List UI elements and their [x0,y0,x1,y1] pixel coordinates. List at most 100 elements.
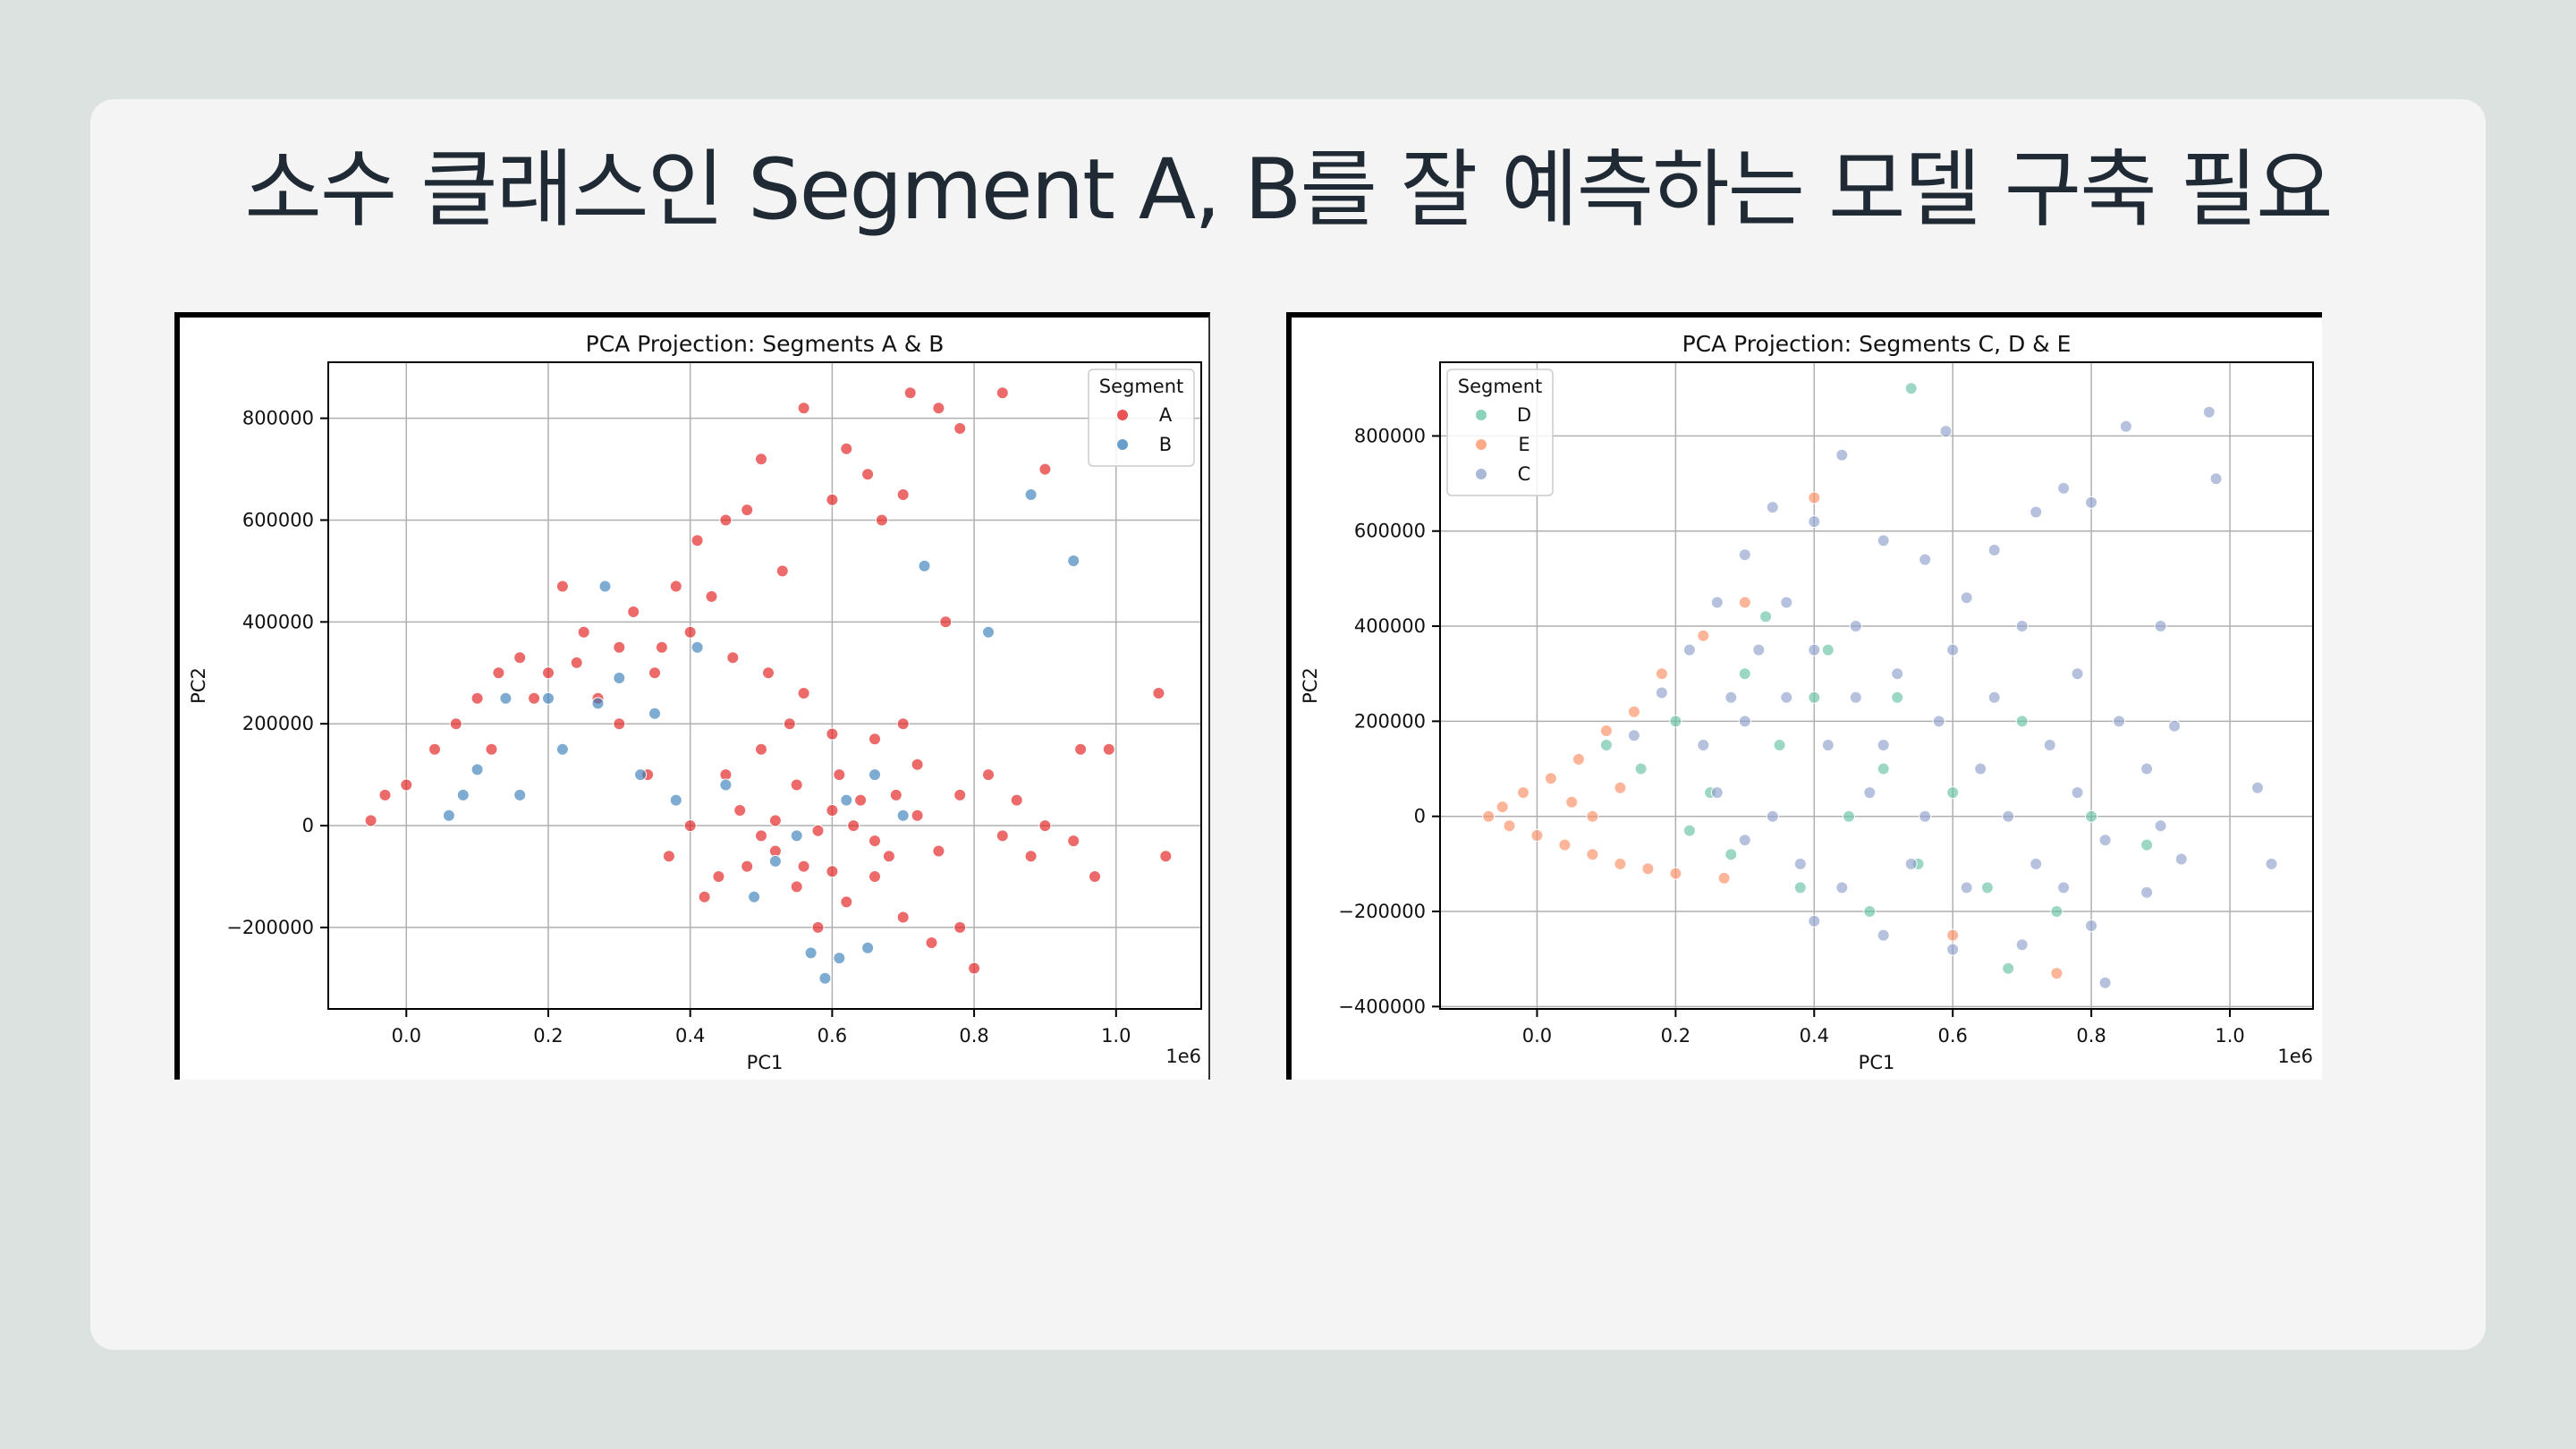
point-E-17 [1738,596,1751,609]
y-tick-label-4: 400000 [1354,615,1426,637]
point-B-23 [1024,488,1038,501]
point-C-29 [2174,852,2188,866]
point-A-4 [449,717,462,731]
x-tick-label-0: 0.0 [1522,1025,1552,1046]
point-B-27 [790,829,803,843]
y-tick-label-2: 0 [1414,806,1426,827]
point-B-28 [869,768,881,782]
point-A-76 [826,727,839,741]
legend-marker-B [1116,438,1129,451]
point-E-20 [2050,967,2063,980]
point-A-68 [811,824,825,837]
x-tick-label-2: 0.4 [1800,1025,1829,1046]
point-B-13 [691,640,704,654]
point-C-48 [1793,857,1807,870]
point-A-17 [705,589,718,603]
legend-box [1446,369,1554,496]
point-A-46 [869,870,881,883]
point-E-3 [1517,786,1530,800]
point-E-15 [1697,629,1710,642]
x-tick-label-1: 0.2 [533,1025,563,1046]
point-A-45 [896,911,910,924]
point-D-19 [1724,848,1738,861]
point-E-13 [1655,667,1668,681]
point-C-31 [2085,919,2098,932]
point-B-4 [513,788,527,801]
point-C-56 [1960,881,1973,894]
point-B-22 [982,625,995,639]
point-D-23 [1863,905,1877,918]
point-C-6 [2265,857,2278,870]
point-A-60 [790,778,803,792]
point-C-0 [2119,419,2132,433]
point-B-8 [598,580,612,593]
y-tick-label-1: 0 [302,815,314,836]
point-E-6 [1558,838,1572,852]
plot-frame [1439,361,2314,1010]
y-tick-label-3: 200000 [1354,710,1426,732]
point-A-80 [996,829,1009,843]
point-B-18 [818,971,832,985]
point-A-2 [400,778,413,792]
point-A-14 [655,640,668,654]
point-C-36 [1849,620,1862,632]
point-A-89 [762,666,775,680]
point-A-37 [1089,870,1101,883]
point-A-8 [542,666,555,680]
point-A-1 [378,788,392,801]
point-C-37 [1891,667,1904,681]
point-C-65 [1710,786,1724,800]
point-A-42 [968,962,981,975]
point-E-19 [1946,928,1960,942]
chart-segments-a-b: 0.0 0.2 0.4 0.6 0.8 1.0 −200000 0 200000 400000 60… [188,331,1202,1073]
point-A-70 [854,793,868,807]
point-D-7 [1843,809,1855,823]
point-E-2 [1503,819,1516,833]
legend-marker-A [1116,409,1129,421]
point-D-22 [1821,643,1835,657]
point-B-16 [768,854,782,868]
point-C-53 [2071,786,2084,800]
point-C-18 [1655,686,1668,699]
point-B-17 [804,946,818,960]
point-C-8 [2098,976,2112,989]
point-E-1 [1496,801,1509,814]
point-A-78 [911,758,924,771]
slide-title: 소수 클래스인 Segment A, B를 잘 예측하는 모델 구축 필요 [244,141,2333,239]
point-B-11 [648,707,661,720]
point-A-15 [669,580,682,593]
point-C-17 [1682,643,1696,657]
point-A-87 [683,625,697,639]
point-C-40 [2002,809,2015,823]
point-C-12 [2085,496,2098,509]
point-A-16 [691,534,704,547]
point-D-15 [1904,382,1918,395]
point-A-47 [840,895,853,909]
point-D-2 [1669,715,1682,728]
point-C-21 [1877,534,1890,547]
point-C-19 [1627,729,1640,742]
point-B-21 [918,559,931,572]
x-tick-label-5: 1.0 [1101,1025,1131,1046]
point-C-24 [2015,620,2029,632]
point-A-19 [741,504,754,517]
point-D-8 [1877,762,1890,775]
point-C-33 [1946,943,1960,956]
point-A-21 [775,564,789,578]
legend-label-A: A [1159,404,1173,426]
point-A-22 [797,402,810,415]
point-C-42 [1904,857,1918,870]
point-A-24 [840,442,853,455]
x-tick-label-3: 0.6 [818,1025,847,1046]
point-A-7 [513,651,527,665]
point-A-43 [953,920,967,934]
point-A-29 [932,402,945,415]
point-A-62 [847,819,860,833]
point-C-13 [1987,544,2001,556]
point-A-26 [875,513,888,527]
y-tick-label-4: 600000 [242,509,314,530]
point-D-20 [1759,610,1773,623]
point-C-45 [1780,691,1793,704]
point-A-40 [1010,793,1023,807]
y-tick-label-1: −200000 [1338,901,1426,922]
